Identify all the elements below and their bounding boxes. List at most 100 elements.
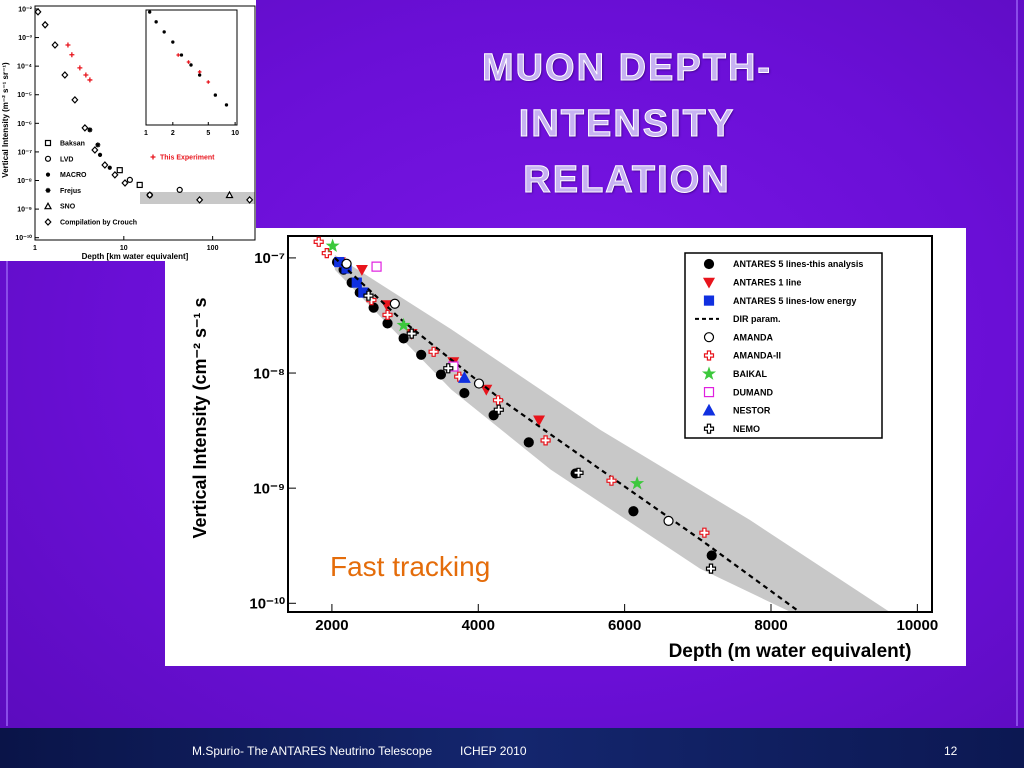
marker bbox=[459, 387, 470, 399]
marker bbox=[457, 371, 471, 383]
marker bbox=[154, 20, 158, 24]
marker bbox=[197, 73, 202, 77]
marker bbox=[606, 475, 617, 486]
y-tick-label: 10⁻⁵ bbox=[17, 92, 32, 99]
page-number: 12 bbox=[944, 744, 958, 758]
y-tick-label: 10⁻⁴ bbox=[17, 64, 32, 71]
marker bbox=[44, 218, 52, 226]
plot-frame bbox=[145, 9, 238, 126]
legend-label: AMANDA-II bbox=[733, 351, 781, 361]
marker bbox=[703, 258, 715, 270]
legend-label: MACRO bbox=[60, 172, 87, 179]
uncertainty-band bbox=[334, 254, 889, 612]
y-tick-label: 10⁻⁷ bbox=[254, 250, 285, 267]
x-tick-label: 10 bbox=[120, 245, 128, 252]
y-tick-label: 10⁻¹⁰ bbox=[15, 234, 32, 242]
marker bbox=[45, 187, 51, 193]
marker bbox=[87, 127, 93, 133]
legend-label: ANTARES 5 lines-this analysis bbox=[733, 259, 863, 269]
marker bbox=[488, 410, 499, 421]
marker bbox=[206, 80, 211, 84]
marker bbox=[189, 63, 193, 67]
marker bbox=[107, 165, 112, 170]
marker bbox=[45, 172, 51, 177]
marker bbox=[162, 30, 166, 34]
marker bbox=[77, 65, 83, 71]
y-tick-label: 10⁻³ bbox=[18, 35, 32, 42]
marker bbox=[703, 332, 715, 343]
x-tick-label: 1 bbox=[144, 130, 148, 137]
marker bbox=[382, 309, 393, 320]
marker bbox=[473, 378, 485, 389]
y-axis-label: Vertical Intensity (cm⁻² s⁻¹ s bbox=[190, 297, 210, 538]
inset-chart-bg bbox=[0, 0, 256, 261]
marker bbox=[150, 154, 156, 160]
marker bbox=[197, 70, 202, 74]
legend-label: This Experiment bbox=[160, 154, 215, 161]
marker bbox=[65, 42, 71, 48]
marker bbox=[196, 196, 204, 204]
marker bbox=[313, 236, 324, 247]
marker bbox=[702, 403, 716, 416]
marker bbox=[416, 349, 427, 360]
marker bbox=[116, 167, 123, 174]
marker bbox=[533, 415, 546, 427]
y-tick-label: 10⁻⁸ bbox=[17, 178, 32, 185]
marker bbox=[325, 238, 340, 253]
marker bbox=[703, 350, 715, 361]
slide-title: MUON DEPTH- INTENSITY RELATION bbox=[481, 47, 773, 202]
marker bbox=[69, 52, 75, 58]
legend-label: BAIKAL bbox=[733, 369, 767, 379]
marker bbox=[706, 550, 717, 561]
x-tick-label: 8000 bbox=[754, 617, 787, 634]
x-tick-label: 4000 bbox=[462, 617, 495, 634]
marker bbox=[95, 142, 101, 148]
marker bbox=[368, 302, 379, 313]
marker bbox=[101, 161, 109, 169]
footer: M.Spurio- The ANTARES Neutrino Telescope… bbox=[0, 728, 1024, 768]
marker bbox=[51, 41, 59, 49]
marker bbox=[41, 20, 49, 29]
y-tick-label: 10⁻² bbox=[18, 6, 32, 13]
legend-label: Frejus bbox=[60, 188, 81, 195]
x-tick-label: 100 bbox=[207, 245, 219, 252]
fit-line bbox=[334, 257, 800, 613]
marker bbox=[71, 96, 79, 104]
marker bbox=[34, 8, 42, 16]
marker bbox=[61, 71, 69, 79]
marker bbox=[83, 72, 89, 78]
y-tick-label: 10⁻⁶ bbox=[17, 121, 32, 128]
charts: 10⁻¹⁰ 10⁻⁹ 10⁻⁸ 10⁻⁷ 2000 4000 6000 8000 10000 AN… bbox=[0, 0, 939, 662]
annotation: Fast tracking bbox=[330, 551, 490, 582]
marker bbox=[91, 146, 99, 154]
x-tick-label: 2000 bbox=[315, 617, 348, 634]
marker bbox=[699, 527, 710, 538]
marker bbox=[126, 176, 133, 184]
marker bbox=[43, 201, 53, 210]
marker bbox=[97, 152, 103, 157]
marker bbox=[355, 265, 368, 276]
neutrino-band bbox=[140, 192, 255, 204]
marker bbox=[629, 475, 645, 490]
legend-label: NEMO bbox=[733, 424, 760, 434]
legend-label: ANTARES 5 lines-low energy bbox=[733, 296, 856, 306]
legend-label: ANTARES 1 line bbox=[733, 277, 801, 287]
marker bbox=[363, 290, 374, 301]
marker bbox=[213, 93, 218, 97]
y-tick-label: 10⁻⁸ bbox=[253, 365, 285, 382]
marker bbox=[705, 563, 717, 574]
x-axis-label: Depth [km water equivalent] bbox=[82, 252, 189, 261]
marker bbox=[224, 103, 229, 107]
legend-label: DUMAND bbox=[733, 387, 773, 397]
marker bbox=[389, 298, 400, 309]
slide-frame bbox=[6, 0, 1018, 726]
marker bbox=[87, 77, 93, 83]
marker bbox=[371, 261, 382, 272]
legend-label: SNO bbox=[60, 204, 76, 211]
marker bbox=[702, 277, 716, 289]
y-tick-label: 10⁻¹⁰ bbox=[249, 596, 285, 613]
marker bbox=[396, 317, 411, 332]
x-tick-label: 1 bbox=[33, 245, 37, 252]
marker bbox=[148, 10, 152, 14]
marker bbox=[176, 53, 181, 57]
